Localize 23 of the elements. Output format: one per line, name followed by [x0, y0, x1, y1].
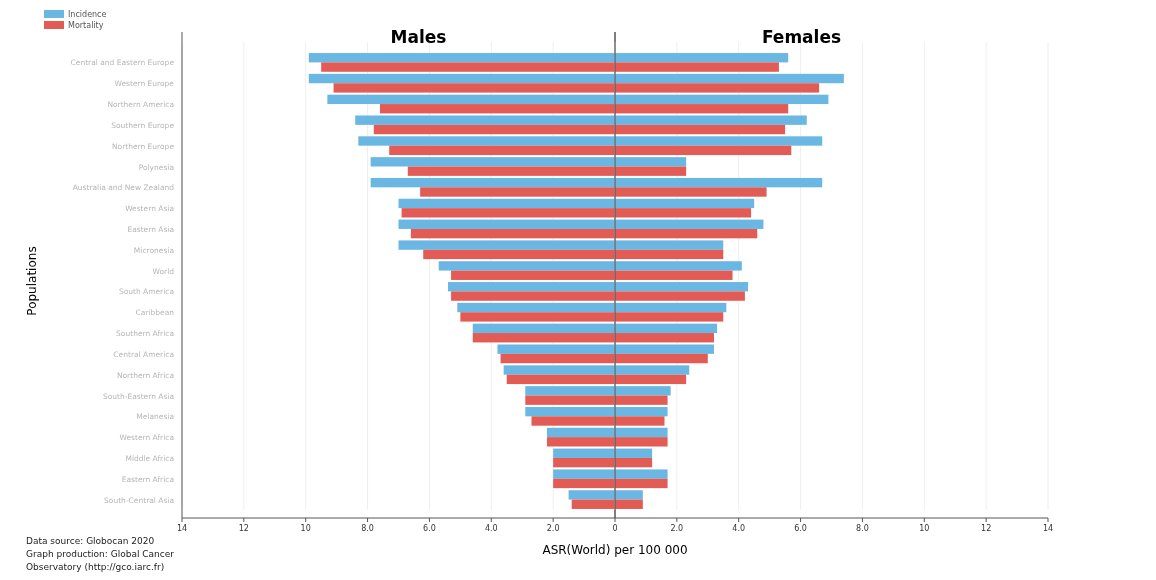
x-tick-label: 2.0 [670, 524, 684, 533]
x-tick-label: 2.0 [546, 524, 560, 533]
x-tick-label: 14 [176, 524, 188, 533]
legend-label: Mortality [68, 21, 104, 30]
y-axis-title: Populations [25, 246, 39, 316]
x-tick-label: 0 [612, 524, 618, 533]
x-tick-label: 12 [981, 524, 992, 533]
chart-title: Females [761, 27, 842, 47]
chart-title: Males [390, 27, 447, 47]
x-tick-label: 4.0 [732, 524, 746, 533]
x-tick-label: 14 [1042, 524, 1054, 533]
x-tick-label: 6.0 [423, 524, 436, 533]
source-note: Data source: Globocan 2020 [26, 535, 156, 548]
x-tick-label: 8.0 [856, 524, 869, 533]
x-tick-label: 10 [919, 524, 930, 533]
x-tick-label: 6.0 [794, 524, 807, 533]
legend-label: Incidence [68, 10, 107, 19]
x-tick-label: 4.0 [484, 524, 498, 533]
x-axis-title: ASR(World) per 100 000 [542, 543, 688, 557]
x-tick-label: 10 [300, 524, 311, 533]
x-tick-label: 8.0 [361, 524, 374, 533]
x-tick-label: 12 [238, 524, 249, 533]
text: Graph production: Global Cancer Observatory (http://gco.iarc.fr) [26, 548, 175, 574]
